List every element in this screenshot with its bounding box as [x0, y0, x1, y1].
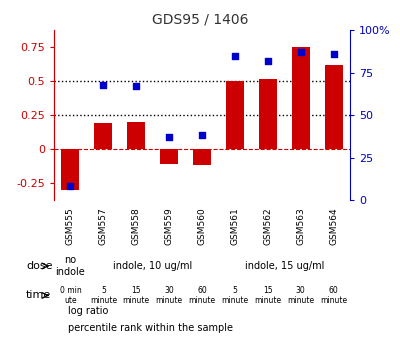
Text: indole, 10 ug/ml: indole, 10 ug/ml	[113, 261, 192, 271]
Text: GSM562: GSM562	[263, 207, 272, 245]
Point	[298, 50, 304, 55]
Text: GSM555: GSM555	[66, 207, 75, 245]
Point	[133, 84, 140, 89]
Text: percentile rank within the sample: percentile rank within the sample	[68, 323, 233, 333]
Text: log ratio: log ratio	[68, 306, 108, 316]
Point	[264, 58, 271, 64]
Point	[232, 53, 238, 59]
Text: GSM560: GSM560	[198, 207, 206, 245]
Text: 60
minute: 60 minute	[320, 286, 347, 305]
Point	[100, 82, 106, 87]
Bar	[324, 65, 342, 149]
Bar	[127, 122, 145, 149]
Text: GSM563: GSM563	[296, 207, 305, 245]
Text: no
indole: no indole	[56, 255, 85, 277]
Text: 15
minute: 15 minute	[254, 286, 281, 305]
Text: 30
minute: 30 minute	[287, 286, 314, 305]
Text: 0 min
ute: 0 min ute	[60, 286, 81, 305]
Text: GSM561: GSM561	[230, 207, 239, 245]
Text: 30
minute: 30 minute	[156, 286, 183, 305]
Text: GSM557: GSM557	[99, 207, 108, 245]
Point	[330, 51, 337, 57]
Bar	[62, 149, 80, 190]
Bar	[226, 81, 244, 149]
Text: 15
minute: 15 minute	[123, 286, 150, 305]
Text: indole, 15 ug/ml: indole, 15 ug/ml	[244, 261, 324, 271]
Text: 60
minute: 60 minute	[188, 286, 216, 305]
Bar	[160, 149, 178, 164]
Text: 5
minute: 5 minute	[221, 286, 248, 305]
Bar	[94, 123, 112, 149]
Text: GSM558: GSM558	[132, 207, 141, 245]
Point	[166, 134, 172, 140]
Text: GDS95 / 1406: GDS95 / 1406	[152, 12, 248, 26]
Point	[67, 183, 74, 189]
Bar	[259, 79, 277, 149]
Text: GSM564: GSM564	[329, 207, 338, 245]
Bar	[292, 47, 310, 149]
Text: dose: dose	[26, 261, 52, 271]
Point	[199, 132, 205, 138]
Text: time: time	[26, 290, 51, 301]
Text: GSM559: GSM559	[165, 207, 174, 245]
Bar	[193, 149, 211, 165]
Text: 5
minute: 5 minute	[90, 286, 117, 305]
